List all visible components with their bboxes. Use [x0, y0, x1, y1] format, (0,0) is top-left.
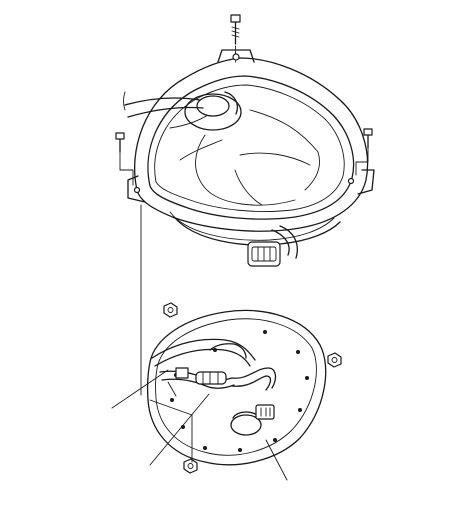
left-bolt-icon	[115, 132, 134, 186]
callout-leaders	[111, 369, 288, 481]
plate-nut	[183, 458, 198, 474]
motor-connector	[247, 225, 298, 267]
plate-nut	[163, 302, 178, 318]
wire-harness	[151, 338, 277, 397]
blower-housing	[127, 49, 375, 246]
plate-nut	[327, 352, 342, 368]
right-bolt-icon	[355, 128, 373, 176]
mounting-plate	[146, 309, 327, 466]
blower-fan	[123, 91, 320, 206]
